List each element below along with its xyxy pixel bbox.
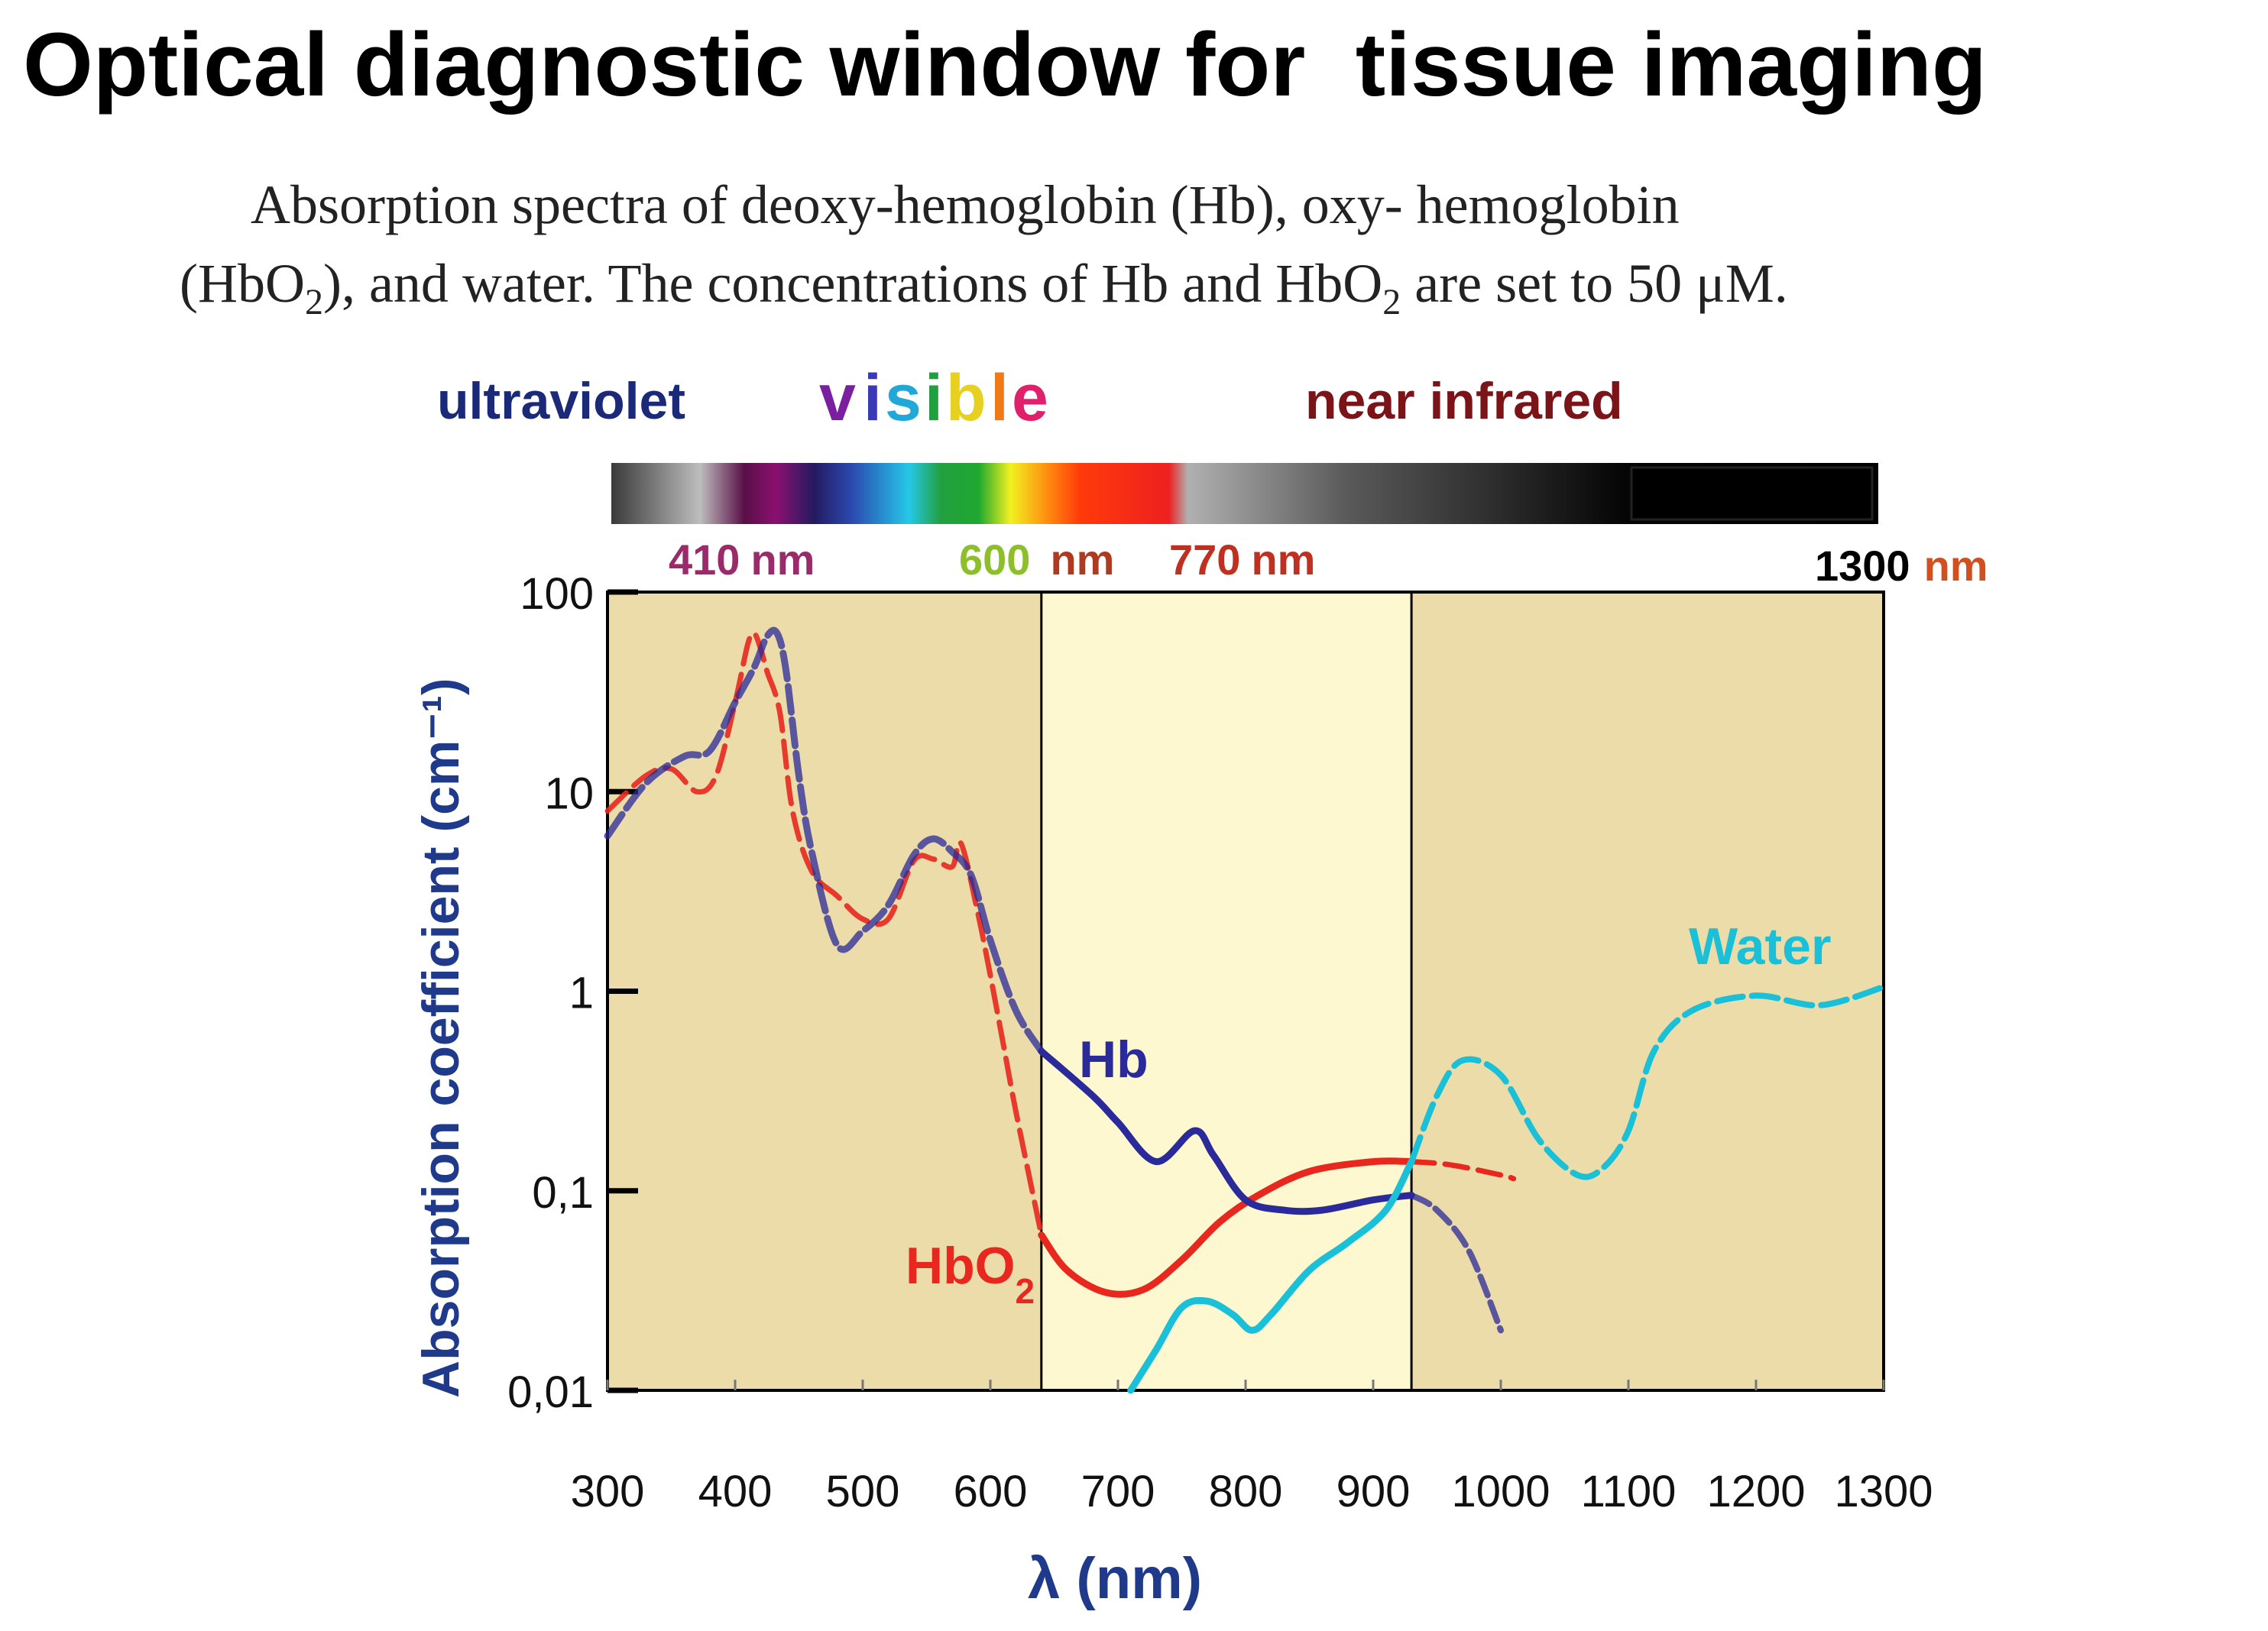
x-tick-label: 800 — [1209, 1467, 1283, 1516]
visible-letter: e — [1012, 361, 1048, 435]
visible-letter: v — [819, 361, 856, 435]
x-tick-label: 1200 — [1706, 1467, 1805, 1516]
x-tick-label: 300 — [571, 1467, 645, 1516]
x-tick-label: 400 — [698, 1467, 773, 1516]
x-tick-label: 1300 — [1834, 1467, 1933, 1516]
hbo2-series-line — [604, 630, 1045, 1238]
band-marker-600: 600 nm — [959, 536, 1114, 584]
spectrum-band-dark-box — [1630, 466, 1874, 521]
y-tick-label: 1 — [569, 969, 594, 1018]
hb-series-label: Hb — [1079, 1031, 1149, 1089]
caption-line-1: Absorption spectra of deoxy-hemoglobin (… — [251, 174, 1680, 235]
water-series-line — [1408, 984, 1887, 1180]
visible-letter: i — [863, 361, 882, 435]
visible-letter: b — [946, 361, 987, 435]
visible-letter: i — [925, 361, 943, 435]
page-title: Optical diagnostic window for tissue ima… — [23, 15, 1987, 115]
diagnostic-window — [1041, 592, 1412, 1390]
hbo2-series-line — [1408, 1159, 1517, 1182]
y-tick-label: 0,1 — [532, 1168, 594, 1218]
y-tick-label: 0,01 — [507, 1367, 594, 1417]
water-series-line — [1127, 1158, 1415, 1394]
water-series-label: Water — [1689, 917, 1831, 976]
nir-label: near infrared — [1305, 372, 1623, 430]
plot-area: 100 10 1 0,1 0,01 300 400 500 600 700 800 900 1000 11… — [507, 569, 1933, 1516]
hbo2-series-label: HbO2 — [906, 1237, 1035, 1311]
x-tick-label: 700 — [1081, 1467, 1155, 1516]
y-axis-label: Absorption coefficient (cm⁻¹) — [412, 678, 470, 1398]
x-tick-label: 600 — [954, 1467, 1028, 1516]
x-tick-label: 1000 — [1451, 1467, 1550, 1516]
y-tick-label: 10 — [544, 769, 594, 818]
x-tick-label: 500 — [826, 1467, 900, 1516]
x-tick-label: 1100 — [1581, 1467, 1677, 1516]
hb-series-line — [1408, 1192, 1504, 1334]
band-marker-770: 770 nm — [1169, 536, 1315, 584]
band-marker-410: 410 nm — [669, 536, 815, 584]
x-axis-label: λ (nm) — [1028, 1546, 1202, 1611]
caption-line-2: (HbO2), and water. The concentrations of… — [180, 253, 1788, 322]
hbo2-series-line — [1038, 1157, 1415, 1298]
hb-series-line — [1038, 1047, 1415, 1215]
band-marker-1300: 1300 nm — [1815, 542, 1988, 590]
visible-letter: s — [885, 361, 922, 435]
uv-label: ultraviolet — [437, 372, 685, 430]
x-tick-label: 900 — [1336, 1467, 1411, 1516]
hb-series-line — [604, 626, 1045, 1055]
y-tick-label: 100 — [520, 569, 594, 619]
visible-letter: l — [990, 361, 1009, 435]
